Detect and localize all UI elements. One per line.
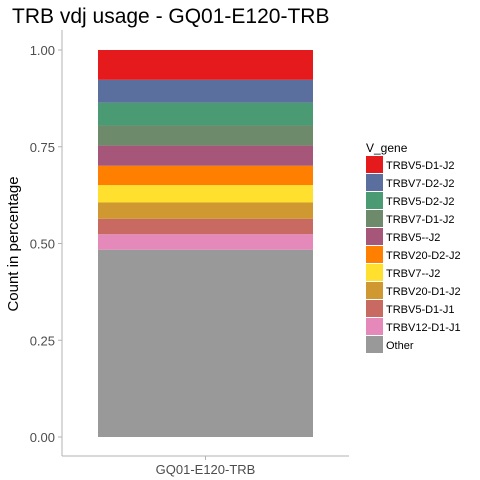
legend-title: V_gene — [366, 141, 408, 155]
y-tick-label: 0.00 — [30, 430, 55, 445]
legend-swatch — [366, 156, 383, 173]
bar-segment-trbv20-d1-j2 — [98, 202, 313, 219]
legend-swatch — [366, 174, 383, 191]
legend-label: TRBV7-D1-J2 — [386, 214, 454, 226]
bar-segment-other — [98, 249, 313, 437]
legend-swatch — [366, 228, 383, 245]
bar-segment-trbv20-d2-j2 — [98, 165, 313, 186]
legend-swatch — [366, 192, 383, 209]
legend-swatch — [366, 282, 383, 299]
legend-label: TRBV20-D2-J2 — [386, 250, 461, 262]
y-axis: 0.00 0.25 0.50 0.75 1.00 — [30, 30, 63, 456]
legend-label: TRBV5-D1-J2 — [386, 160, 454, 172]
bar-segments — [98, 50, 313, 437]
legend-label: TRBV7-D2-J2 — [386, 178, 454, 190]
legend-label: TRBV7--J2 — [386, 268, 440, 280]
y-tick-label: 0.25 — [30, 333, 55, 348]
legend-swatch — [366, 336, 383, 353]
y-tick-label: 0.75 — [30, 140, 55, 155]
legend: V_gene TRBV5-D1-J2 TRBV7-D2-J2 TRBV5-D2-J2… — [366, 141, 461, 353]
legend-label: TRBV5-D1-J1 — [386, 304, 454, 316]
legend-swatch — [366, 246, 383, 263]
bar-segment-trbv5-d1-j1 — [98, 218, 313, 235]
y-tick-label: 1.00 — [30, 43, 55, 58]
legend-swatch — [366, 210, 383, 227]
chart-title: TRB vdj usage - GQ01-E120-TRB — [12, 5, 329, 28]
legend-label: TRBV20-D1-J2 — [386, 286, 461, 298]
legend-label: Other — [386, 340, 414, 352]
bar-segment-trbv5-d2-j2 — [98, 102, 313, 126]
y-tick-label: 0.50 — [30, 237, 55, 252]
bar-segment-trbv12-d1-j1 — [98, 234, 313, 250]
bar-segment-trbv7-d1-j2 — [98, 125, 313, 146]
bar-segment-trbv5-d1-j2 — [98, 50, 313, 80]
y-axis-label: Count in percentage — [5, 176, 22, 311]
bar-segment-trbv5-j2 — [98, 145, 313, 166]
x-tick-label: GQ01-E120-TRB — [156, 462, 256, 477]
legend-swatch — [366, 300, 383, 317]
legend-label: TRBV12-D1-J1 — [386, 322, 461, 334]
legend-label: TRBV5--J2 — [386, 232, 440, 244]
x-axis: GQ01-E120-TRB — [62, 455, 349, 477]
bar-segment-trbv7-d2-j2 — [98, 79, 313, 103]
legend-swatch — [366, 264, 383, 281]
legend-label: TRBV5-D2-J2 — [386, 196, 454, 208]
bar-segment-trbv7-j2 — [98, 185, 313, 203]
legend-swatch — [366, 318, 383, 335]
